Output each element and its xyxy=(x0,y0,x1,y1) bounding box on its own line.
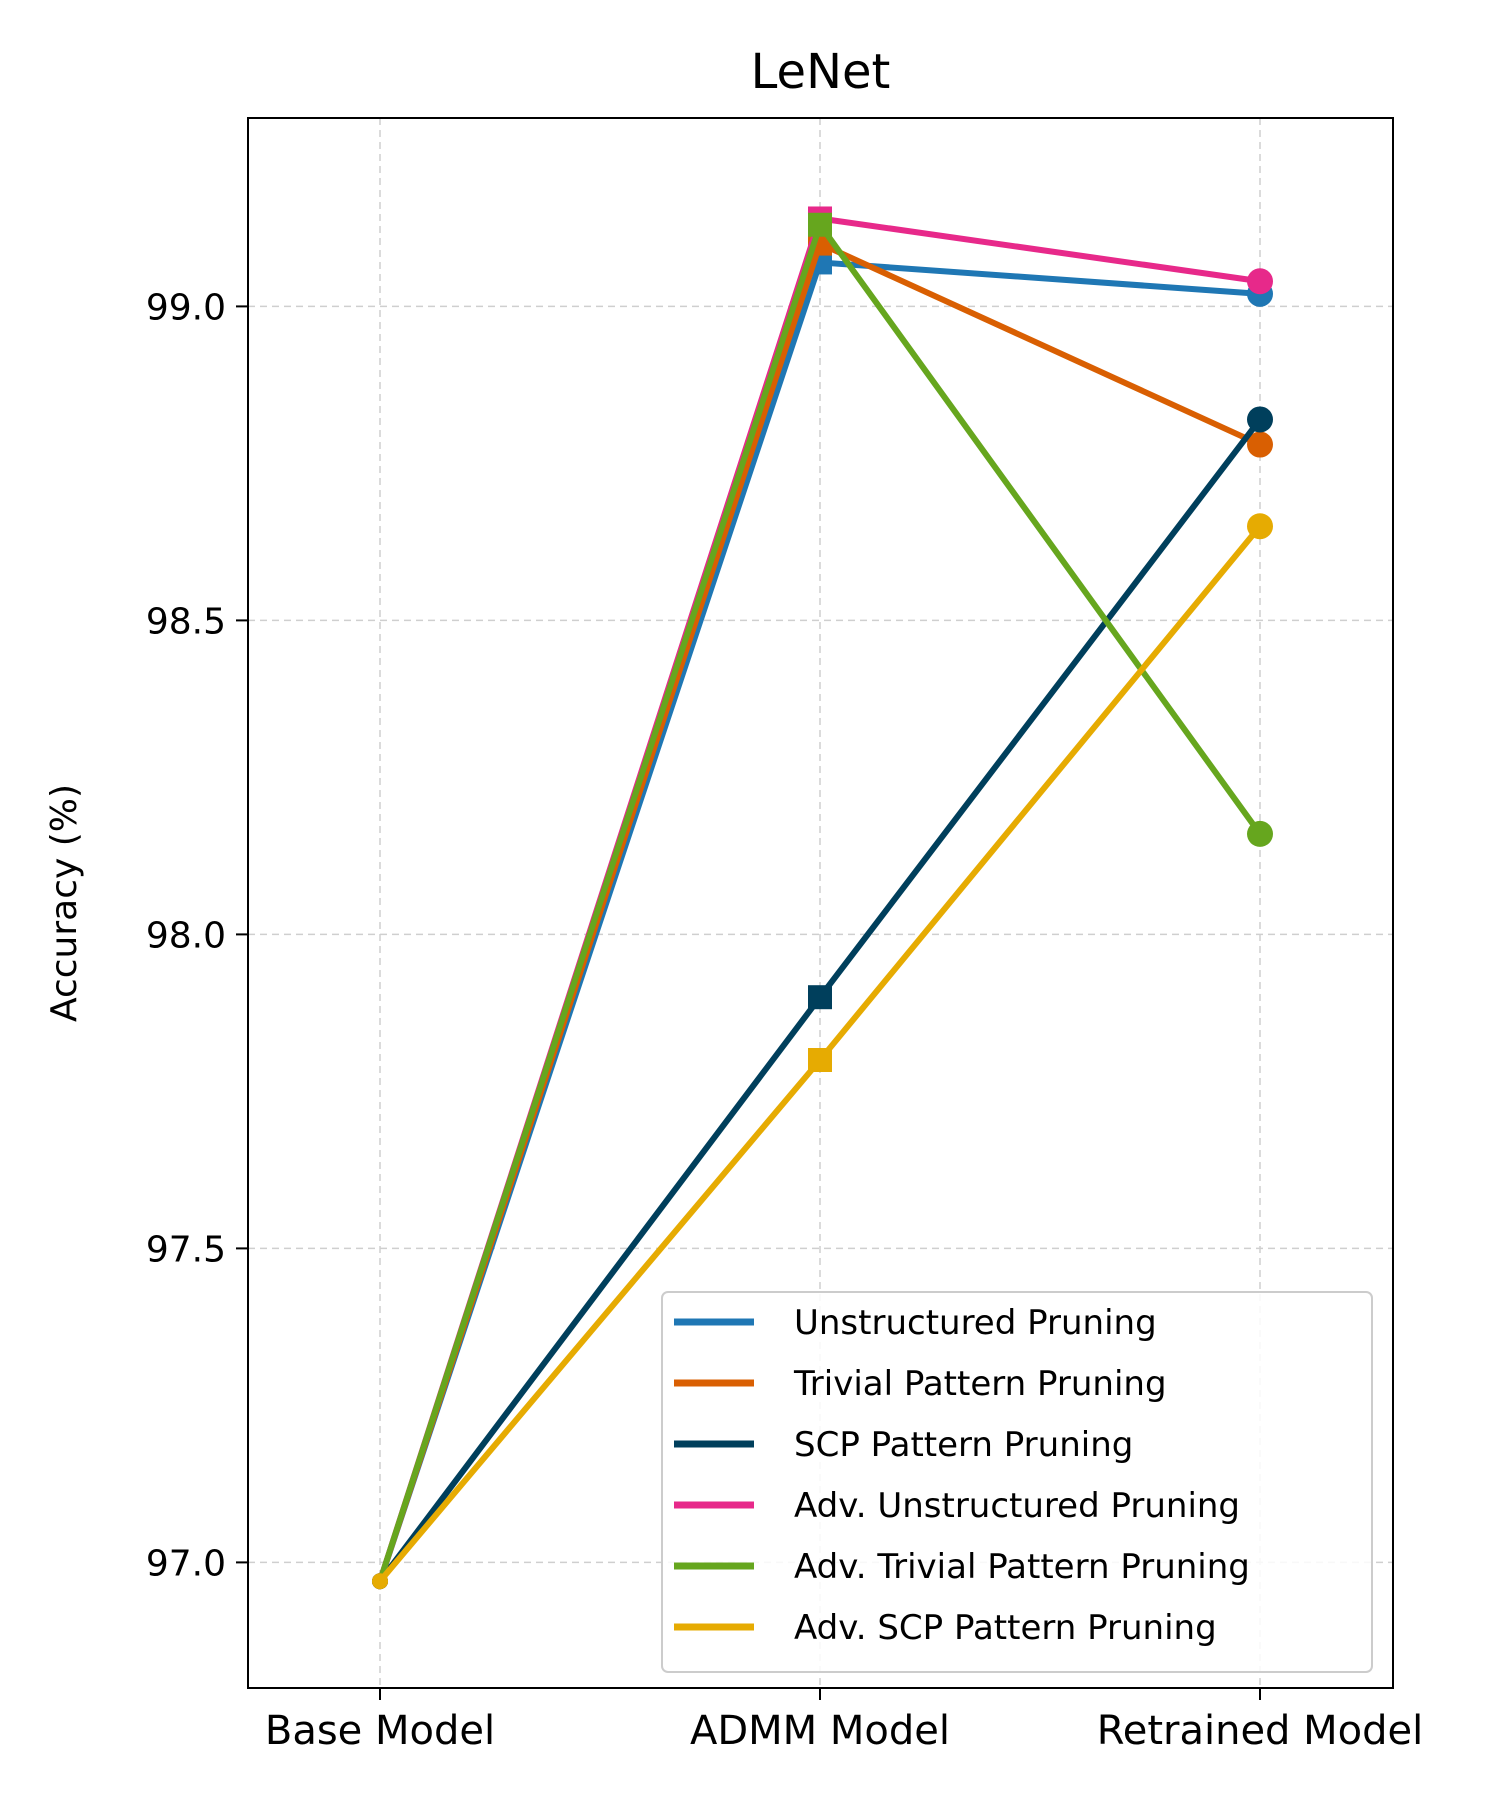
series-3 xyxy=(372,406,1273,1590)
legend-entry: Adv. Trivial Pattern Pruning xyxy=(794,1547,1250,1587)
y-tick-label: 98.0 xyxy=(146,915,226,956)
data-point xyxy=(808,212,832,237)
legend: Unstructured Pruning Trivial Pattern Prun… xyxy=(661,1291,1373,1673)
x-tick-label: Base Model xyxy=(265,1708,495,1754)
data-point xyxy=(1247,431,1273,458)
series-5 xyxy=(372,212,1273,1590)
legend-entry: Trivial Pattern Pruning xyxy=(793,1364,1167,1404)
legend-entry: SCP Pattern Pruning xyxy=(794,1425,1133,1465)
y-tick-label: 97.0 xyxy=(146,1543,226,1584)
data-point xyxy=(1247,513,1273,540)
y-axis-label: Accuracy (%) xyxy=(44,784,85,1022)
chart-title: LeNet xyxy=(751,44,891,100)
axes: Base Model ADMM Model Retrained Model 97.0 9… xyxy=(146,287,1423,1754)
data-point xyxy=(1247,406,1273,433)
legend-entry: Adv. SCP Pattern Pruning xyxy=(794,1608,1217,1648)
legend-entry: Adv. Unstructured Pruning xyxy=(794,1486,1240,1526)
y-tick-label: 99.0 xyxy=(146,287,226,328)
x-tick-label: Retrained Model xyxy=(1097,1708,1424,1754)
data-point xyxy=(808,1048,832,1072)
legend-box xyxy=(661,1291,1373,1673)
data-point xyxy=(808,985,832,1010)
legend-entry: Unstructured Pruning xyxy=(794,1303,1157,1343)
y-tick-label: 98.5 xyxy=(146,601,226,642)
data-point xyxy=(1247,820,1273,847)
series-6 xyxy=(372,513,1273,1590)
data-point xyxy=(1247,268,1273,295)
x-tick-label: ADMM Model xyxy=(690,1708,950,1754)
y-tick-label: 97.5 xyxy=(146,1229,226,1270)
series-layer xyxy=(372,206,1273,1590)
data-point xyxy=(372,1573,388,1590)
